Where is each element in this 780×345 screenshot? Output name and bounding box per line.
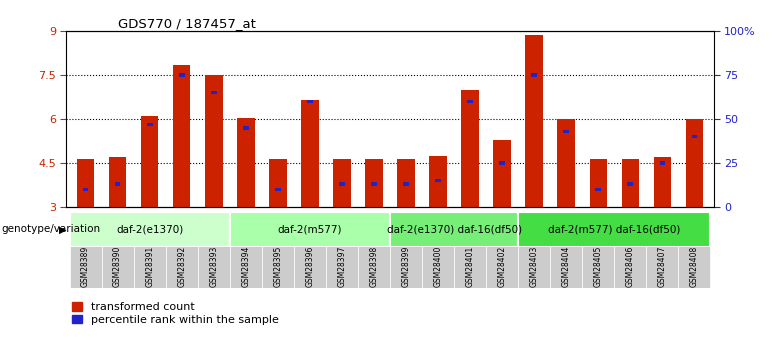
Text: GSM28398: GSM28398 — [370, 246, 378, 287]
Bar — [205, 75, 222, 207]
Text: GSM28390: GSM28390 — [113, 246, 122, 287]
Bar — [230, 245, 262, 288]
Bar — [467, 100, 473, 103]
Bar — [197, 245, 230, 288]
Bar — [531, 73, 537, 77]
Bar — [230, 212, 390, 247]
Bar — [627, 183, 633, 186]
Text: GSM28397: GSM28397 — [338, 246, 346, 287]
Text: GSM28391: GSM28391 — [145, 246, 154, 287]
Text: GSM28405: GSM28405 — [594, 246, 603, 287]
Text: GSM28408: GSM28408 — [690, 246, 699, 287]
Bar — [660, 161, 665, 165]
Bar — [461, 90, 479, 207]
Text: GSM28393: GSM28393 — [209, 246, 218, 287]
Text: GSM28394: GSM28394 — [241, 246, 250, 287]
Bar — [390, 245, 422, 288]
Bar — [339, 183, 345, 186]
Text: ▶: ▶ — [59, 225, 67, 234]
Text: GSM28399: GSM28399 — [402, 246, 410, 287]
Bar — [558, 119, 575, 207]
Bar — [165, 245, 197, 288]
Bar — [583, 245, 615, 288]
Bar — [686, 119, 704, 207]
Text: GSM28392: GSM28392 — [177, 246, 186, 287]
Bar — [654, 157, 672, 207]
Bar — [173, 65, 190, 207]
Text: GSM28403: GSM28403 — [530, 246, 539, 287]
Bar — [326, 245, 358, 288]
Bar — [69, 245, 101, 288]
Text: GSM28401: GSM28401 — [466, 246, 474, 287]
Bar — [429, 156, 447, 207]
Bar — [83, 188, 88, 191]
Bar — [115, 183, 120, 186]
Bar — [454, 245, 486, 288]
Text: GSM28404: GSM28404 — [562, 246, 571, 287]
Bar — [371, 183, 377, 186]
Bar — [494, 139, 511, 207]
Text: GSM28406: GSM28406 — [626, 246, 635, 287]
Bar — [243, 126, 249, 130]
Text: GSM28396: GSM28396 — [306, 246, 314, 287]
Bar — [622, 159, 639, 207]
Bar — [590, 159, 607, 207]
Bar — [595, 188, 601, 191]
Bar — [108, 157, 126, 207]
Bar — [301, 100, 319, 207]
Bar — [294, 245, 326, 288]
Bar — [499, 161, 505, 165]
Bar — [262, 245, 294, 288]
Text: daf-2(m577) daf-16(df50): daf-2(m577) daf-16(df50) — [548, 225, 680, 234]
Bar — [526, 36, 543, 207]
Bar — [679, 245, 711, 288]
Bar — [101, 245, 133, 288]
Bar — [69, 212, 230, 247]
Text: genotype/variation: genotype/variation — [2, 225, 101, 234]
Text: daf-2(m577): daf-2(m577) — [278, 225, 342, 234]
Bar — [237, 118, 254, 207]
Bar — [179, 73, 185, 77]
Bar — [307, 100, 313, 103]
Text: GSM28400: GSM28400 — [434, 246, 442, 287]
Text: GSM28402: GSM28402 — [498, 246, 507, 287]
Bar — [550, 245, 583, 288]
Bar — [397, 159, 415, 207]
Text: daf-2(e1370): daf-2(e1370) — [116, 225, 183, 234]
Text: GSM28395: GSM28395 — [273, 246, 282, 287]
Bar — [275, 188, 281, 191]
Text: GDS770 / 187457_at: GDS770 / 187457_at — [118, 17, 256, 30]
Bar — [692, 135, 697, 138]
Bar — [333, 159, 351, 207]
Bar — [422, 245, 454, 288]
Bar — [435, 179, 441, 183]
Legend: transformed count, percentile rank within the sample: transformed count, percentile rank withi… — [72, 302, 278, 325]
Text: GSM28389: GSM28389 — [81, 246, 90, 287]
Bar — [518, 245, 550, 288]
Text: GSM28407: GSM28407 — [658, 246, 667, 287]
Bar — [403, 183, 409, 186]
Bar — [211, 91, 217, 95]
Bar — [147, 122, 153, 126]
Text: daf-2(e1370) daf-16(df50): daf-2(e1370) daf-16(df50) — [387, 225, 522, 234]
Bar — [486, 245, 518, 288]
Bar — [647, 245, 679, 288]
Bar — [76, 159, 94, 207]
Bar — [358, 245, 390, 288]
Bar — [518, 212, 711, 247]
Bar — [615, 245, 647, 288]
Bar — [563, 130, 569, 133]
Bar — [133, 245, 165, 288]
Bar — [141, 116, 158, 207]
Bar — [390, 212, 518, 247]
Bar — [365, 159, 383, 207]
Bar — [269, 159, 286, 207]
